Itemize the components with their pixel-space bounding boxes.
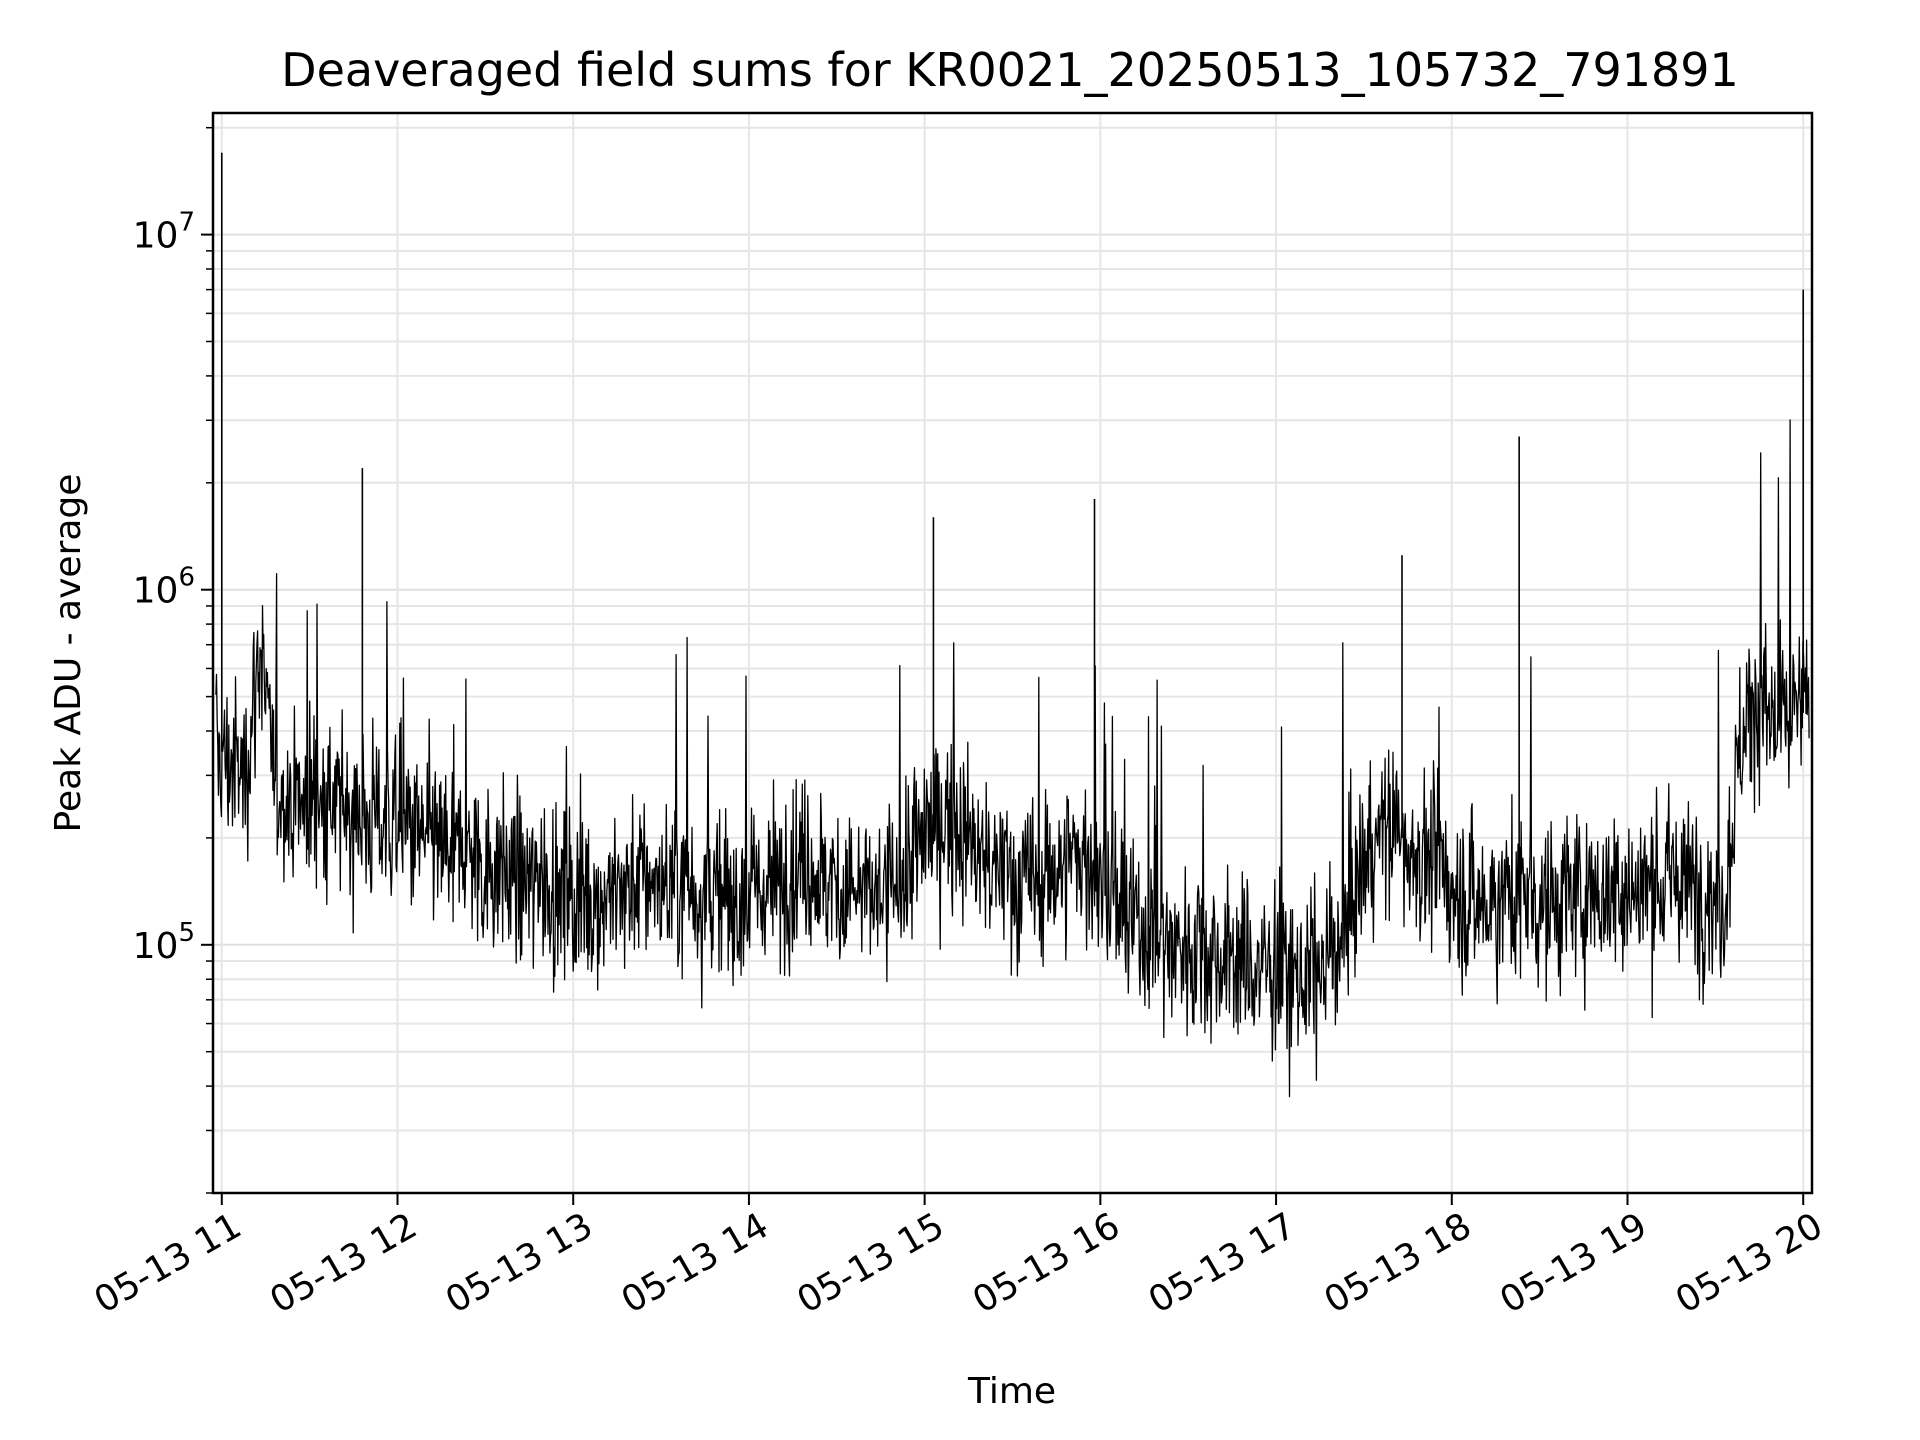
x-axis-label: Time xyxy=(967,1371,1056,1412)
data-line-layer xyxy=(215,152,1810,1098)
chart-title: Deaveraged field sums for KR0021_2025051… xyxy=(281,43,1739,97)
y-axis-label: Peak ADU - average xyxy=(48,474,89,833)
plot-frame xyxy=(211,111,1814,1195)
plot-area xyxy=(213,113,1812,1193)
y-tick-label: 107 xyxy=(133,208,195,257)
y-tick-label: 106 xyxy=(133,563,195,612)
series-line xyxy=(215,419,1810,1098)
y-tick-label: 105 xyxy=(133,918,195,967)
y-axis-ticks: 105 106 107 xyxy=(133,126,213,1194)
